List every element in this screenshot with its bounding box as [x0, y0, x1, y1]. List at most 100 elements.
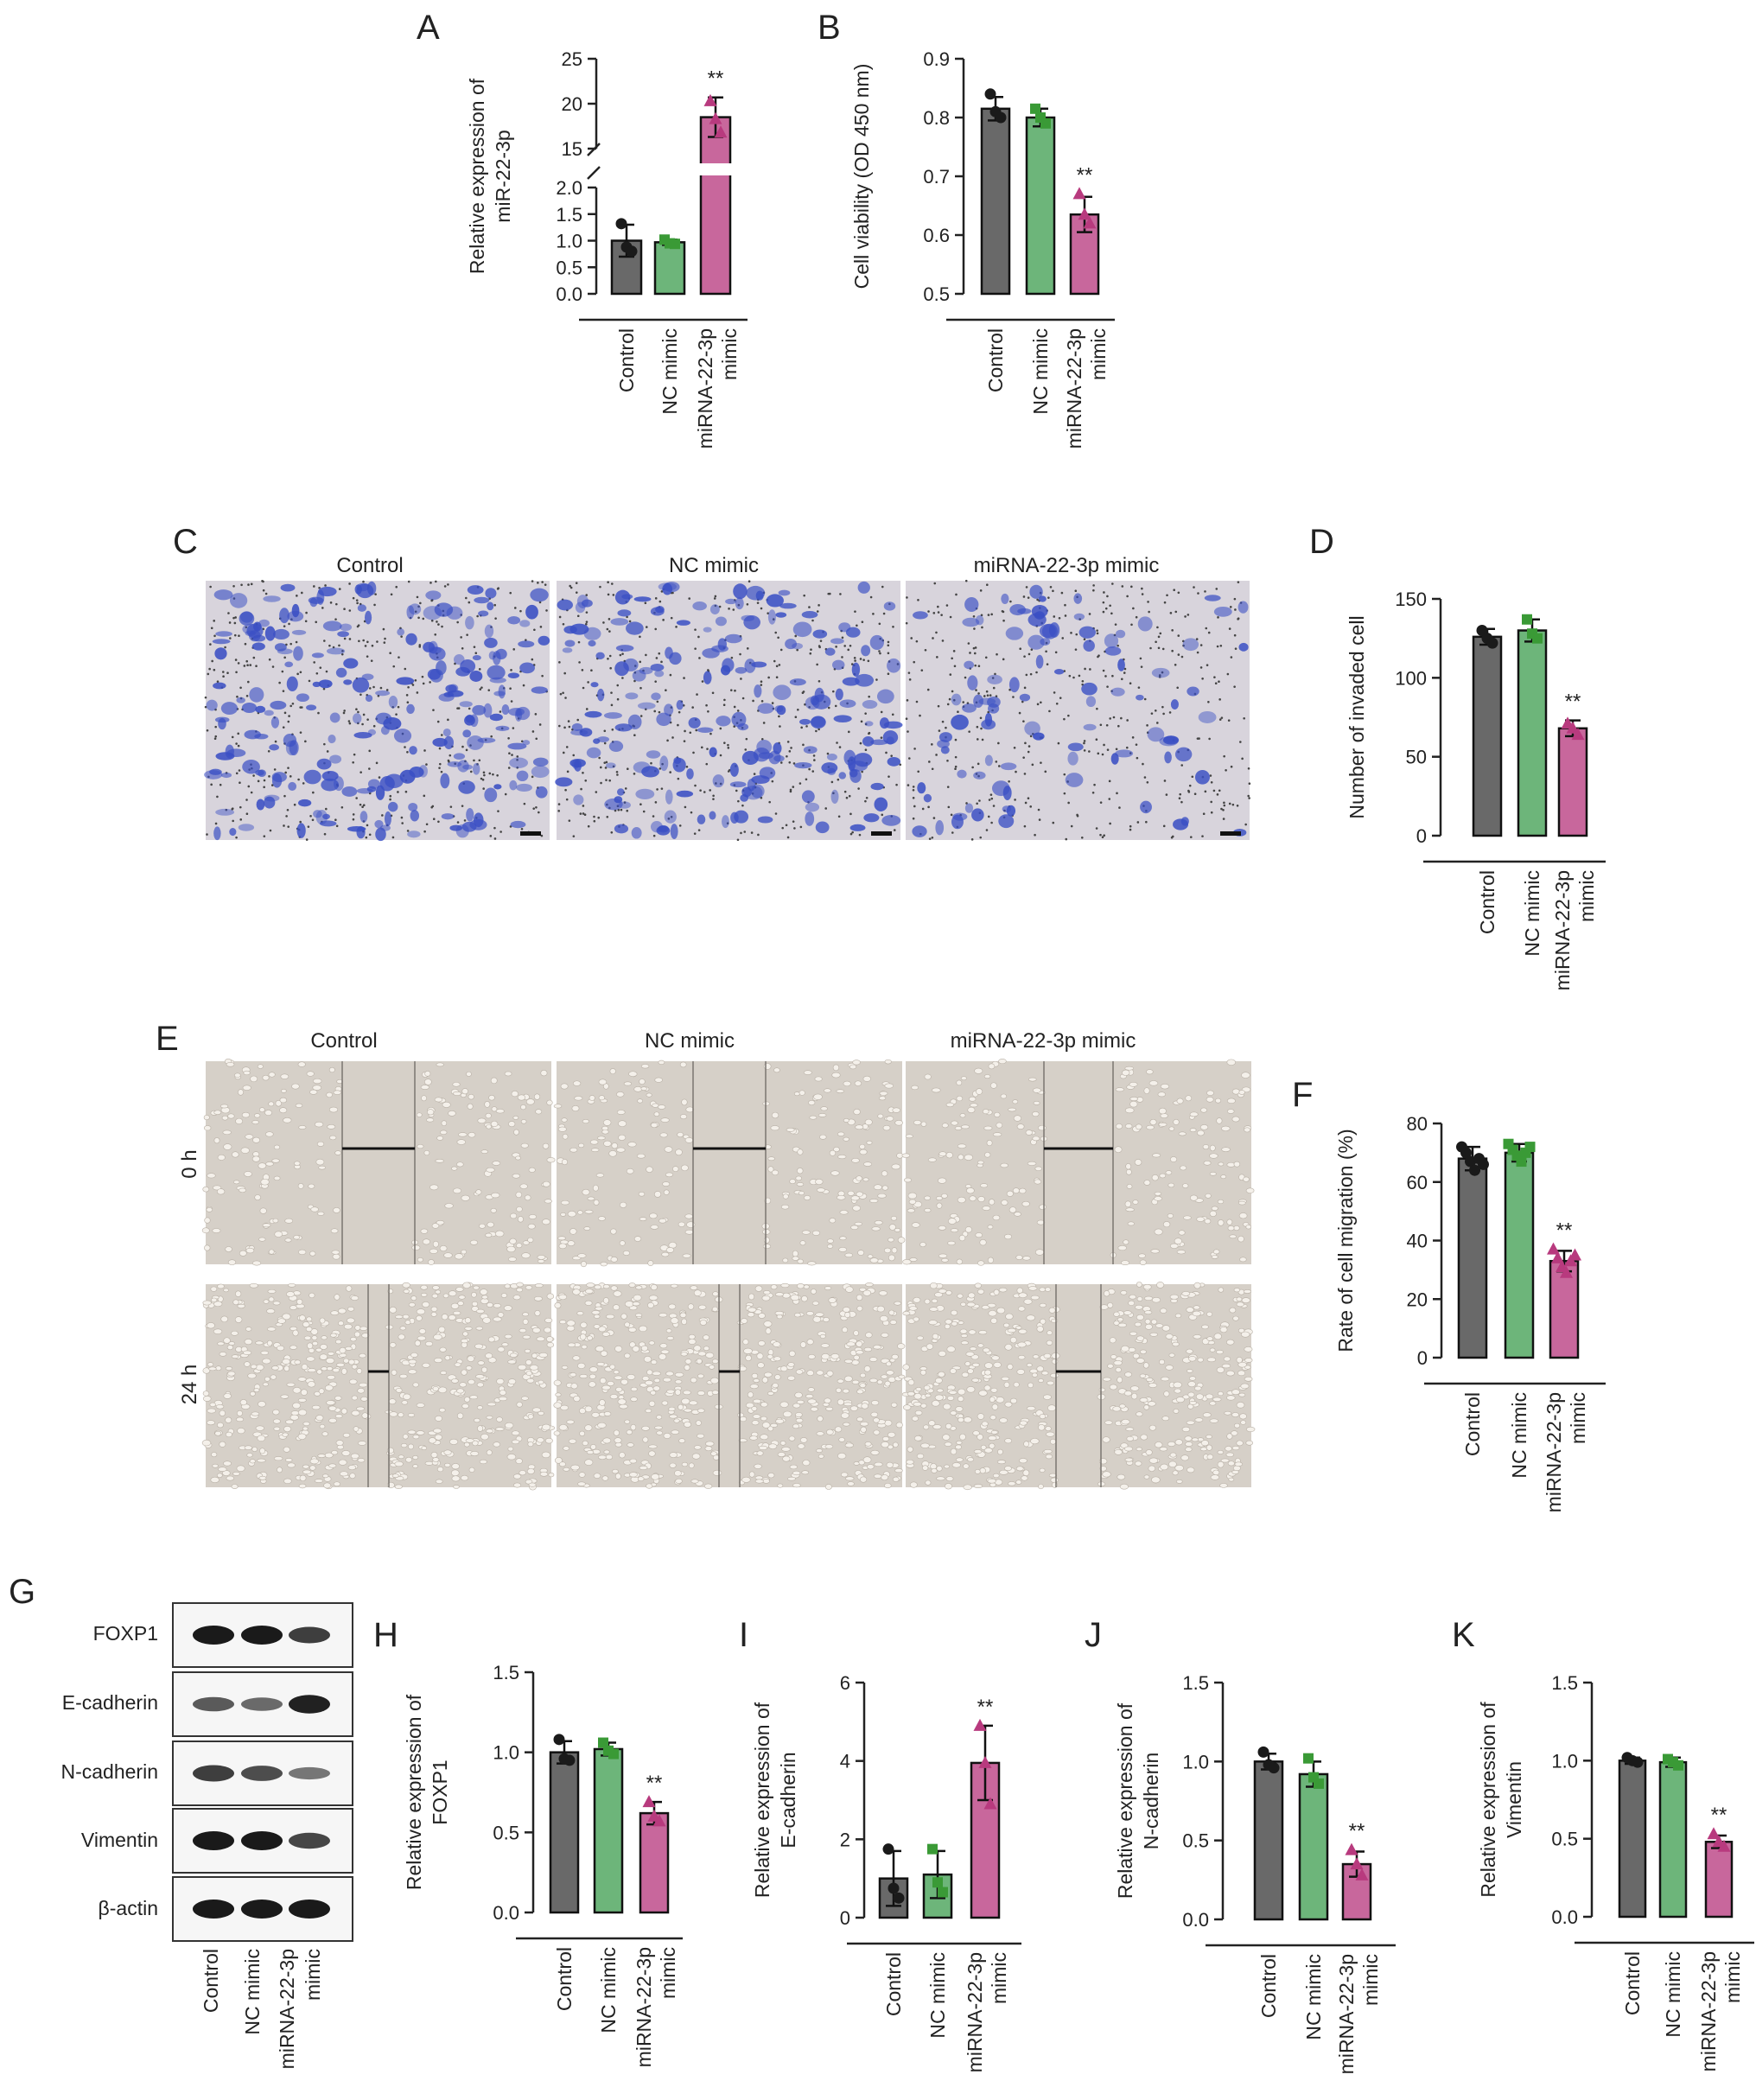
y-tick-label: 1.5	[493, 1662, 519, 1683]
invaded-cell	[270, 716, 280, 729]
migrating-cell	[361, 1333, 370, 1339]
migrating-cell	[442, 1293, 449, 1299]
migrating-cell	[1225, 1339, 1235, 1346]
membrane-pore	[366, 640, 369, 644]
membrane-pore	[335, 602, 338, 606]
data-point	[615, 218, 627, 230]
membrane-pore	[741, 697, 745, 700]
membrane-pore	[1233, 597, 1237, 601]
membrane-pore	[1034, 833, 1036, 837]
migrating-cell	[414, 1340, 421, 1346]
membrane-pore	[216, 795, 219, 799]
migrating-cell	[286, 1291, 296, 1297]
membrane-pore	[1064, 603, 1066, 607]
membrane-pore	[1202, 812, 1206, 816]
membrane-pore	[447, 759, 450, 762]
migrating-cell	[560, 1200, 570, 1206]
membrane-pore	[892, 625, 894, 628]
membrane-pore	[1035, 671, 1038, 674]
membrane-pore	[1216, 793, 1219, 796]
migrating-cell	[1114, 1146, 1123, 1153]
migrating-cell	[684, 1421, 691, 1428]
migrating-cell	[1193, 1334, 1202, 1340]
migrating-cell	[1144, 1319, 1151, 1325]
migrating-cell	[792, 1250, 798, 1257]
migrating-cell	[777, 1452, 786, 1458]
migrating-cell	[218, 1467, 227, 1472]
membrane-pore	[469, 770, 473, 773]
membrane-pore	[1126, 719, 1129, 722]
invaded-cell	[952, 812, 968, 821]
migrating-cell	[208, 1366, 217, 1371]
membrane-pore	[418, 644, 422, 646]
migrating-cell	[852, 1060, 861, 1066]
migrating-cell	[444, 1462, 451, 1467]
migrating-cell	[751, 1420, 760, 1426]
migrating-cell	[857, 1250, 865, 1256]
migrating-cell	[761, 1295, 771, 1301]
data-point	[1547, 1242, 1560, 1255]
migrating-cell	[1136, 1296, 1143, 1301]
migrating-cell	[497, 1312, 505, 1318]
invaded-cell	[229, 593, 248, 608]
invaded-cell	[962, 703, 977, 713]
migrating-cell	[1236, 1402, 1245, 1409]
membrane-pore	[819, 640, 823, 642]
migrating-cell	[997, 1448, 1003, 1455]
migrating-cell	[645, 1380, 653, 1386]
migrating-cell	[608, 1150, 617, 1157]
migrating-cell	[911, 1085, 919, 1091]
membrane-pore	[507, 767, 511, 769]
data-point	[563, 1754, 576, 1766]
migrating-cell	[651, 1359, 658, 1365]
membrane-pore	[1036, 598, 1039, 601]
membrane-pore	[1131, 736, 1135, 739]
membrane-pore	[607, 581, 609, 584]
invaded-cell	[485, 588, 497, 599]
migrating-cell	[867, 1464, 875, 1470]
migrating-cell	[1238, 1200, 1246, 1206]
membrane-pore	[513, 607, 517, 609]
invaded-cell	[1115, 749, 1134, 758]
migrating-cell	[838, 1247, 848, 1252]
membrane-pore	[1048, 710, 1051, 713]
invaded-cell	[703, 627, 712, 633]
migrating-cell	[1165, 1170, 1173, 1175]
migrating-cell	[795, 1412, 803, 1418]
membrane-pore	[489, 835, 493, 837]
membrane-pore	[974, 664, 977, 667]
membrane-pore	[285, 815, 288, 818]
migrating-cell	[870, 1411, 879, 1417]
membrane-pore	[976, 802, 978, 805]
migrating-cell	[1032, 1354, 1040, 1359]
membrane-pore	[565, 746, 569, 748]
migrating-cell	[969, 1195, 977, 1202]
membrane-pore	[348, 609, 352, 612]
migrating-cell	[705, 1441, 715, 1447]
migrating-cell	[262, 1223, 271, 1228]
migrating-cell	[1199, 1124, 1209, 1130]
invaded-cell	[487, 601, 494, 611]
invaded-cell	[658, 582, 677, 591]
membrane-pore	[490, 735, 493, 738]
migrating-cell	[664, 1146, 673, 1153]
invaded-cell	[725, 598, 737, 605]
migrating-cell	[457, 1301, 464, 1307]
membrane-pore	[739, 652, 741, 656]
migrating-cell	[516, 1402, 523, 1408]
migrating-cell	[902, 1364, 910, 1371]
membrane-pore	[490, 626, 493, 628]
migrating-cell	[1148, 1465, 1156, 1472]
migrating-cell	[517, 1094, 526, 1101]
membrane-pore	[737, 799, 740, 803]
membrane-pore	[535, 805, 538, 809]
membrane-pore	[859, 658, 862, 660]
migrating-cell	[797, 1443, 805, 1449]
membrane-pore	[1214, 682, 1218, 685]
membrane-pore	[979, 716, 983, 720]
membrane-pore	[692, 751, 695, 754]
membrane-pore	[1110, 612, 1113, 615]
migrating-cell	[1239, 1413, 1247, 1420]
migrating-cell	[1031, 1372, 1038, 1378]
